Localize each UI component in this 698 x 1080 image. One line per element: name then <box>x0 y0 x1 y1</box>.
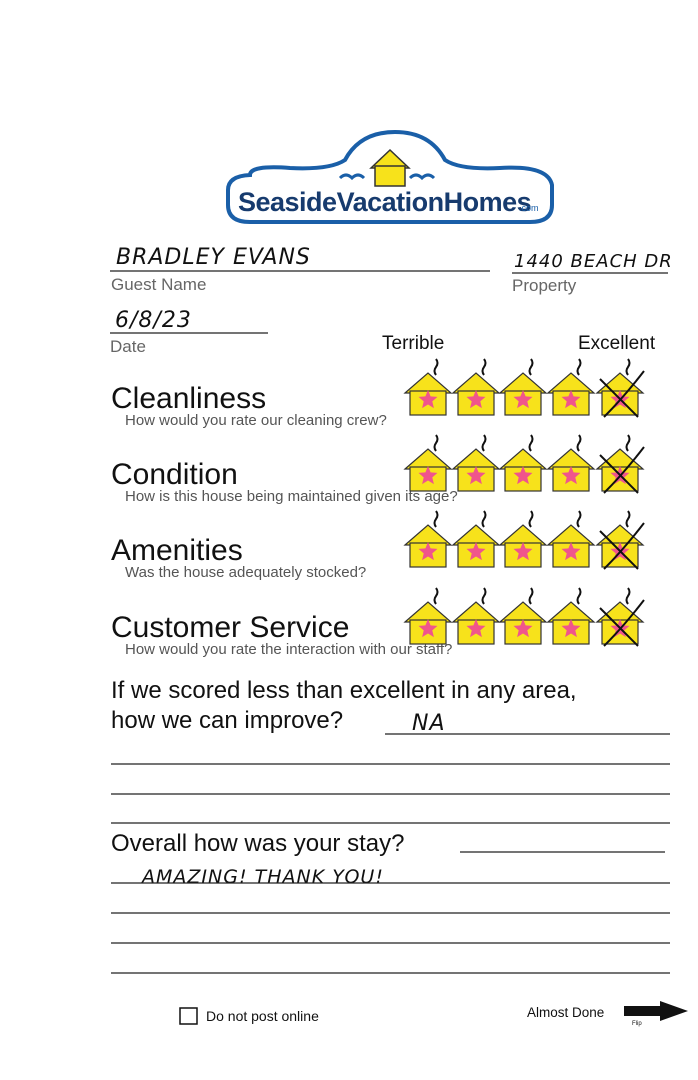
house-star <box>418 619 438 638</box>
category-title: Customer Service <box>111 611 349 644</box>
house-star <box>418 542 438 561</box>
category-title: Condition <box>111 458 238 491</box>
improve-answer: NA <box>412 711 446 736</box>
overall-question: Overall how was your stay? <box>111 830 404 857</box>
property: 1440 BEACH DR <box>514 251 673 272</box>
house-icon <box>451 587 501 645</box>
rating-cross <box>599 522 645 570</box>
house-icon <box>451 358 501 416</box>
chimney-smoke <box>576 434 582 452</box>
house-star <box>513 466 533 485</box>
rating-cross <box>599 599 645 647</box>
logo: SeasideVacationHomes .com <box>226 129 554 224</box>
overall-answer: AMAZING! THANK YOU! <box>140 866 384 888</box>
chimney-smoke <box>481 510 487 528</box>
house-icon <box>498 358 548 416</box>
house-icon <box>403 358 453 416</box>
house-icon <box>451 434 501 492</box>
chimney-smoke <box>528 434 534 452</box>
next-label: Almost Done <box>527 1005 604 1020</box>
improve-question: If we scored less than excellent in any … <box>111 677 577 704</box>
logo-text: SeasideVacationHomes <box>238 187 531 217</box>
chimney-smoke <box>625 510 631 528</box>
house-star <box>561 542 581 561</box>
house-icon <box>546 358 596 416</box>
checkbox-label: Do not post online <box>206 1008 319 1024</box>
date-label: Date <box>110 337 146 356</box>
chimney-smoke <box>433 434 439 452</box>
chimney-smoke <box>625 587 631 605</box>
house-star <box>466 390 486 409</box>
category-question: How would you rate our cleaning crew? <box>125 412 387 429</box>
property-label: Property <box>512 276 577 295</box>
house-star <box>561 466 581 485</box>
house-icon <box>546 434 596 492</box>
chimney-smoke <box>528 587 534 605</box>
chimney-smoke <box>528 510 534 528</box>
chimney-smoke <box>481 434 487 452</box>
house-icon <box>595 587 645 645</box>
chimney-smoke <box>433 358 439 376</box>
house-icon <box>403 587 453 645</box>
improve-question: how we can improve? <box>111 707 343 734</box>
category-title: Amenities <box>111 534 243 567</box>
house-icon <box>546 510 596 568</box>
guest-name: BRADLEY EVANS <box>116 245 311 270</box>
logo-house <box>374 165 406 187</box>
house-star <box>561 619 581 638</box>
house-icon <box>498 434 548 492</box>
chimney-smoke <box>576 510 582 528</box>
checkbox[interactable] <box>179 1007 198 1025</box>
chimney-smoke <box>576 587 582 605</box>
chimney-smoke <box>625 434 631 452</box>
house-icon <box>595 434 645 492</box>
category-question: How is this house being maintained given… <box>125 488 458 505</box>
chimney-smoke <box>625 358 631 376</box>
house-star <box>561 390 581 409</box>
house-star <box>513 619 533 638</box>
house-icon <box>498 587 548 645</box>
next-arrow[interactable] <box>624 1001 688 1021</box>
category-question: Was the house adequately stocked? <box>125 564 366 581</box>
house-star <box>513 390 533 409</box>
logo-suffix: .com <box>519 203 539 213</box>
house-icon <box>546 587 596 645</box>
chimney-smoke <box>481 587 487 605</box>
house-star <box>513 542 533 561</box>
category-title: Cleanliness <box>111 382 266 415</box>
rating-cross <box>599 370 645 418</box>
house-star <box>466 619 486 638</box>
rating-cross <box>599 446 645 494</box>
chimney-smoke <box>433 510 439 528</box>
chimney-smoke <box>576 358 582 376</box>
house-icon <box>403 434 453 492</box>
date: 6/8/23 <box>115 308 192 333</box>
house-icon <box>595 358 645 416</box>
scale-high: Excellent <box>578 333 656 354</box>
house-body <box>457 619 495 645</box>
chimney-smoke <box>528 358 534 376</box>
house-star <box>418 390 438 409</box>
category-question: How would you rate the interaction with … <box>125 641 452 658</box>
scale-low: Terrible <box>382 333 444 354</box>
house-icon <box>451 510 501 568</box>
chimney-smoke <box>433 587 439 605</box>
house-star <box>466 466 486 485</box>
house-icon <box>595 510 645 568</box>
logo-waves <box>338 173 436 181</box>
chimney-smoke <box>481 358 487 376</box>
guest-name-label: Guest Name <box>111 275 206 294</box>
house-icon <box>403 510 453 568</box>
house-icon <box>498 510 548 568</box>
flip-label: Flip <box>632 1021 642 1027</box>
house-star <box>466 542 486 561</box>
house-star <box>418 466 438 485</box>
